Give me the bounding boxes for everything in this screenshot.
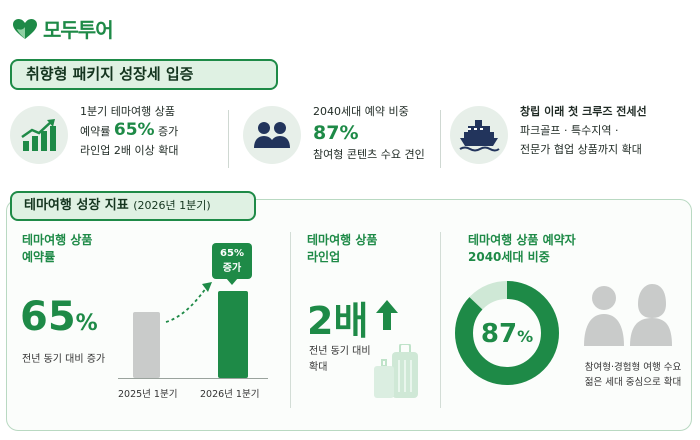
stat3-line1: 창립 이래 첫 크루즈 전세선 — [520, 105, 647, 118]
sec3-caption: 참여형·경험형 여행 수요 젊은 세대 중심으로 확대 — [584, 362, 682, 388]
donut-value: 87% — [480, 319, 534, 349]
sec2-big: 2배 — [307, 299, 369, 343]
headline: 취향형 패키지 성장세 입증 — [10, 59, 278, 90]
stat-2040-share: 2040세대 예약 비중 87% 참여형 콘텐츠 수요 견인 — [243, 102, 425, 174]
stat-cruise: 창립 이래 첫 크루즈 전세선 파크골프 · 특수지역 · 전문가 협업 상품까… — [450, 102, 647, 174]
bar-label-2026: 2026년 1분기 — [200, 389, 260, 400]
share-donut-chart — [455, 281, 559, 385]
sec1-title: 테마여행 상품 예약률 — [22, 233, 93, 264]
stat3-line3: 전문가 협업 상품까지 확대 — [520, 143, 642, 156]
stat-theme-booking: 1분기 테마여행 상품 예약률 65% 증가 라인업 2배 이상 확대 — [10, 102, 178, 174]
sec1-big-number: 65% — [20, 294, 98, 340]
cruise-ship-icon — [450, 106, 508, 164]
sec3-title: 테마여행 상품 예약자 2040세대 비중 — [468, 233, 576, 264]
bar-2026-q1 — [218, 291, 248, 378]
stat-divider — [440, 110, 441, 168]
stat1-line1: 1분기 테마여행 상품 — [80, 105, 175, 118]
bar-2025-q1 — [133, 312, 160, 378]
stat2-big: 87% — [313, 122, 359, 144]
bar-label-2025: 2025년 1분기 — [118, 389, 178, 400]
stat2-line3: 참여형 콘텐츠 수요 견인 — [313, 148, 425, 161]
people-icon — [243, 106, 301, 164]
stat3-line2: 파크골프 · 특수지역 · — [520, 124, 619, 137]
stat-divider — [228, 110, 229, 168]
panel-title: 테마여행 성장 지표 (2026년 1분기) — [10, 191, 256, 221]
chart-baseline — [118, 378, 268, 379]
annotation-tail — [226, 278, 238, 285]
stat1-line2: 예약률 65% 증가 — [80, 120, 179, 140]
section-divider — [290, 232, 291, 408]
luggage-icon — [374, 344, 418, 398]
stat1-line3: 라인업 2배 이상 확대 — [80, 144, 179, 157]
up-arrow-icon — [376, 300, 398, 330]
brand-logo: 모두투어 — [12, 14, 114, 43]
sec1-caption: 전년 동기 대비 증가 — [22, 354, 106, 365]
stat2-line1: 2040세대 예약 비중 — [313, 105, 409, 118]
sec2-caption: 전년 동기 대비 확대 — [309, 346, 371, 373]
brand-name: 모두투어 — [43, 18, 114, 42]
sec2-title: 테마여행 상품 라인업 — [307, 233, 378, 264]
section-divider — [440, 232, 441, 408]
growth-panel — [6, 199, 692, 431]
growth-annotation: 65% 증가 — [212, 243, 252, 279]
growth-arrow — [165, 282, 212, 323]
donut-segment-2040 — [455, 281, 559, 385]
growth-chart-icon — [10, 106, 68, 164]
people-silhouette-icon — [584, 284, 672, 346]
heart-logo-icon — [13, 18, 37, 39]
